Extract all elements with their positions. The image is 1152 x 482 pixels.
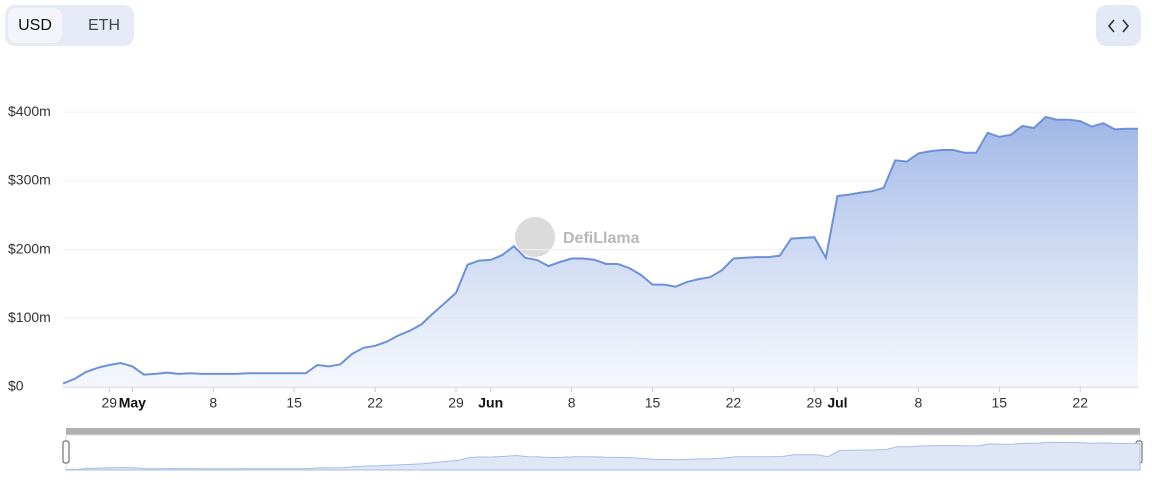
- watermark-text: DefiLlama: [563, 230, 640, 247]
- y-tick-label: $200m: [8, 240, 51, 256]
- toggle-usd[interactable]: USD: [18, 17, 52, 34]
- x-tick-label: May: [119, 395, 146, 411]
- x-tick-label: Jul: [827, 395, 847, 411]
- x-tick-label: 22: [367, 395, 383, 411]
- x-tick-label: 29: [448, 395, 464, 411]
- embed-button-bg[interactable]: [1096, 5, 1141, 46]
- navigator-area: [65, 441, 1141, 471]
- code-icon: [1107, 19, 1130, 33]
- y-tick-label: $400m: [8, 103, 51, 119]
- x-tick-label: 8: [209, 395, 217, 411]
- x-tick-label: 15: [645, 395, 661, 411]
- watermark: DefiLlama: [515, 217, 640, 257]
- navigator-bar[interactable]: [66, 428, 1140, 435]
- x-tick-label: 15: [286, 395, 302, 411]
- toggle-eth[interactable]: ETH: [88, 17, 120, 34]
- x-tick-label: 29: [101, 395, 117, 411]
- line: [62, 115, 1138, 385]
- embed-button[interactable]: [1096, 5, 1141, 46]
- x-tick-label: 22: [726, 395, 742, 411]
- watermark-logo: [515, 217, 555, 257]
- navigator-handle-left[interactable]: [62, 440, 70, 464]
- x-tick-label: 8: [914, 395, 922, 411]
- x-tick-label: 15: [992, 395, 1008, 411]
- x-tick-label: Jun: [478, 395, 503, 411]
- area: [63, 117, 1138, 387]
- x-tick-label: 29: [807, 395, 823, 411]
- y-tick-label: $0: [8, 378, 24, 394]
- y-tick-label: $300m: [8, 172, 51, 188]
- x-tick-label: 8: [568, 395, 576, 411]
- toggle-selected: [8, 8, 62, 43]
- x-tick-label: 22: [1072, 395, 1088, 411]
- y-tick-label: $100m: [8, 309, 51, 325]
